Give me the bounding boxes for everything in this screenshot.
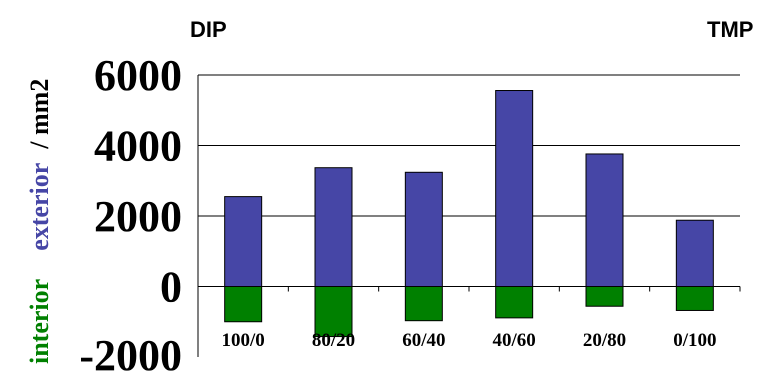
y-tick-label-4: 6000 [94, 51, 182, 100]
y-tick-label-2: 2000 [94, 192, 182, 241]
x-tick-label-1: 80/20 [312, 330, 355, 351]
x-tick-labels: 100/0 80/20 60/40 40/60 20/80 0/100 [222, 330, 717, 351]
bar-exterior-5 [675, 219, 714, 287]
y-tick-label-0: -2000 [79, 331, 182, 375]
bar-exterior-1 [314, 167, 353, 288]
y-tick-label-1: 0 [160, 263, 182, 312]
axes [197, 75, 741, 357]
bar-interior-2 [404, 286, 443, 322]
left-corner-label: DIP [190, 17, 227, 42]
bar-interior-0 [224, 286, 263, 323]
x-tick-label-0: 100/0 [222, 330, 265, 351]
y-axis-label-interior: interior [25, 279, 54, 364]
x-tick-label-2: 60/40 [402, 330, 445, 351]
y-tick-label-3: 4000 [94, 122, 182, 171]
bar-interior-5 [675, 286, 714, 311]
bar-exterior-0 [224, 196, 263, 287]
bar-exterior-2 [404, 171, 443, 287]
bar-interior-1 [314, 286, 353, 338]
x-tick-label-4: 20/80 [583, 330, 626, 351]
right-corner-label: TMP [707, 17, 753, 42]
y-axis-label-unit: / mm2 [25, 79, 54, 150]
bars [224, 90, 714, 338]
bar-exterior-4 [585, 153, 624, 287]
x-tick-label-3: 40/60 [493, 330, 536, 351]
y-axis-label: interior exterior / mm2 [25, 79, 54, 364]
y-axis-label-exterior: exterior [25, 163, 54, 251]
gridlines [198, 74, 740, 287]
x-tick-label-5: 0/100 [673, 330, 716, 351]
bar-interior-3 [495, 286, 534, 319]
bar-interior-4 [585, 286, 624, 307]
y-tick-labels: -2000 0 2000 4000 6000 [79, 51, 182, 375]
bar-exterior-3 [495, 90, 534, 288]
